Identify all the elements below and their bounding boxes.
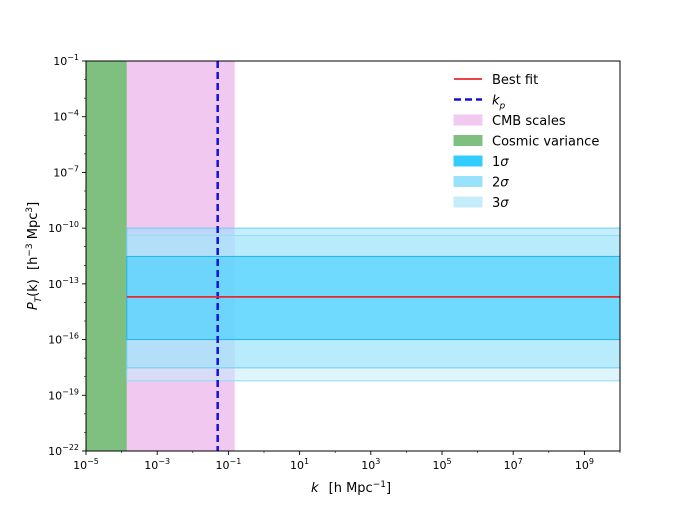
legend-label: CMB scales [492, 114, 566, 129]
x-tick-exp: −5 [87, 457, 99, 466]
cosmic-variance-region [86, 61, 127, 451]
legend-label-main: 1 [492, 155, 500, 170]
y-tick-label: 10−10 [48, 220, 79, 235]
y-tick-label: 10−13 [48, 276, 79, 291]
legend-label: 2σ [492, 176, 509, 191]
x-tick-exp: 7 [518, 457, 523, 466]
legend-label-main: Cosmic variance [492, 135, 599, 150]
x-tick-base: 10 [575, 459, 589, 472]
y-tick-base: 10 [48, 445, 62, 458]
x-tick-exp: 1 [304, 457, 309, 466]
y-tick-base: 10 [48, 334, 62, 347]
legend-label-sigma: σ [500, 176, 509, 191]
y-tick-base: 10 [48, 278, 62, 291]
legend-label-main: 2 [492, 176, 500, 191]
y-tick-exp: −13 [62, 276, 79, 285]
x-tick-exp: 5 [446, 457, 451, 466]
x-tick-exp: −1 [230, 457, 242, 466]
x-tick-base: 10 [144, 459, 158, 472]
y-tick-exp: −4 [67, 109, 79, 118]
x-tick-base: 10 [432, 459, 446, 472]
x-tick-base: 10 [216, 459, 230, 472]
x-tick-exp: 3 [375, 457, 380, 466]
x-tick-label: 10−5 [73, 457, 99, 472]
x-axis-label: k [h Mpc−1] [311, 480, 391, 496]
legend-label-main: Best fit [492, 73, 538, 88]
x-tick-label: 10−3 [144, 457, 170, 472]
legend-swatch-patch [453, 135, 483, 146]
x-tick-exp: 9 [589, 457, 594, 466]
x-tick-base: 10 [504, 459, 518, 472]
legend-label: Cosmic variance [492, 135, 599, 150]
x-tick-label: 103 [361, 457, 380, 472]
legend-label-sigma: σ [500, 155, 509, 170]
sigma-1-band [126, 255, 621, 341]
y-tick-label: 10−22 [48, 443, 79, 458]
x-tick-label: 105 [432, 457, 451, 472]
x-tick-base: 10 [73, 459, 87, 472]
y-tick-exp: −22 [62, 443, 79, 452]
legend-label: kp [492, 94, 506, 112]
legend-label-main: 3 [492, 196, 500, 211]
y-tick-exp: −19 [62, 387, 79, 396]
legend-swatch-patch [453, 176, 483, 187]
y-tick-base: 10 [53, 166, 67, 179]
legend-label-main: CMB scales [492, 114, 566, 129]
y-tick-exp: −1 [67, 53, 79, 62]
y-tick-exp: −16 [62, 332, 79, 341]
legend-label: 1σ [492, 155, 509, 170]
y-tick-base: 10 [53, 55, 67, 68]
x-tick-label: 109 [575, 457, 594, 472]
legend-label: Best fit [492, 73, 538, 88]
y-tick-label: 10−7 [53, 164, 79, 179]
x-tick-exp: −3 [158, 457, 170, 466]
legend-label-sigma: σ [500, 196, 509, 211]
x-tick-label: 107 [504, 457, 523, 472]
y-tick-label: 10−16 [48, 332, 79, 347]
y-tick-base: 10 [53, 111, 67, 124]
x-tick-label: 10−1 [216, 457, 242, 472]
plot-frame [85, 60, 621, 452]
legend-swatch-patch [453, 196, 483, 208]
x-tick-base: 10 [361, 459, 375, 472]
x-tick-base: 10 [290, 459, 304, 472]
y-tick-label: 10−1 [53, 53, 79, 68]
axes: 10−5 10−3 10−1 101 103 105 107 10910−110−410−71… [48, 53, 621, 472]
y-tick-label: 10−4 [53, 109, 79, 124]
y-tick-base: 10 [48, 389, 62, 402]
legend-label: 3σ [492, 196, 509, 211]
y-tick-exp: −7 [67, 164, 79, 173]
plot-area [86, 61, 621, 451]
legend-swatch-patch [453, 155, 483, 167]
legend-swatch-patch [453, 114, 483, 126]
y-tick-label: 10−19 [48, 387, 79, 402]
y-axis-label: PT(k) [h−3 Mpc3] [25, 202, 44, 310]
legend-label-main: k [492, 94, 500, 109]
y-tick-base: 10 [48, 222, 62, 235]
y-tick-exp: −10 [62, 220, 79, 229]
x-tick-label: 101 [290, 457, 309, 472]
legend-label-sub: p [499, 102, 506, 112]
